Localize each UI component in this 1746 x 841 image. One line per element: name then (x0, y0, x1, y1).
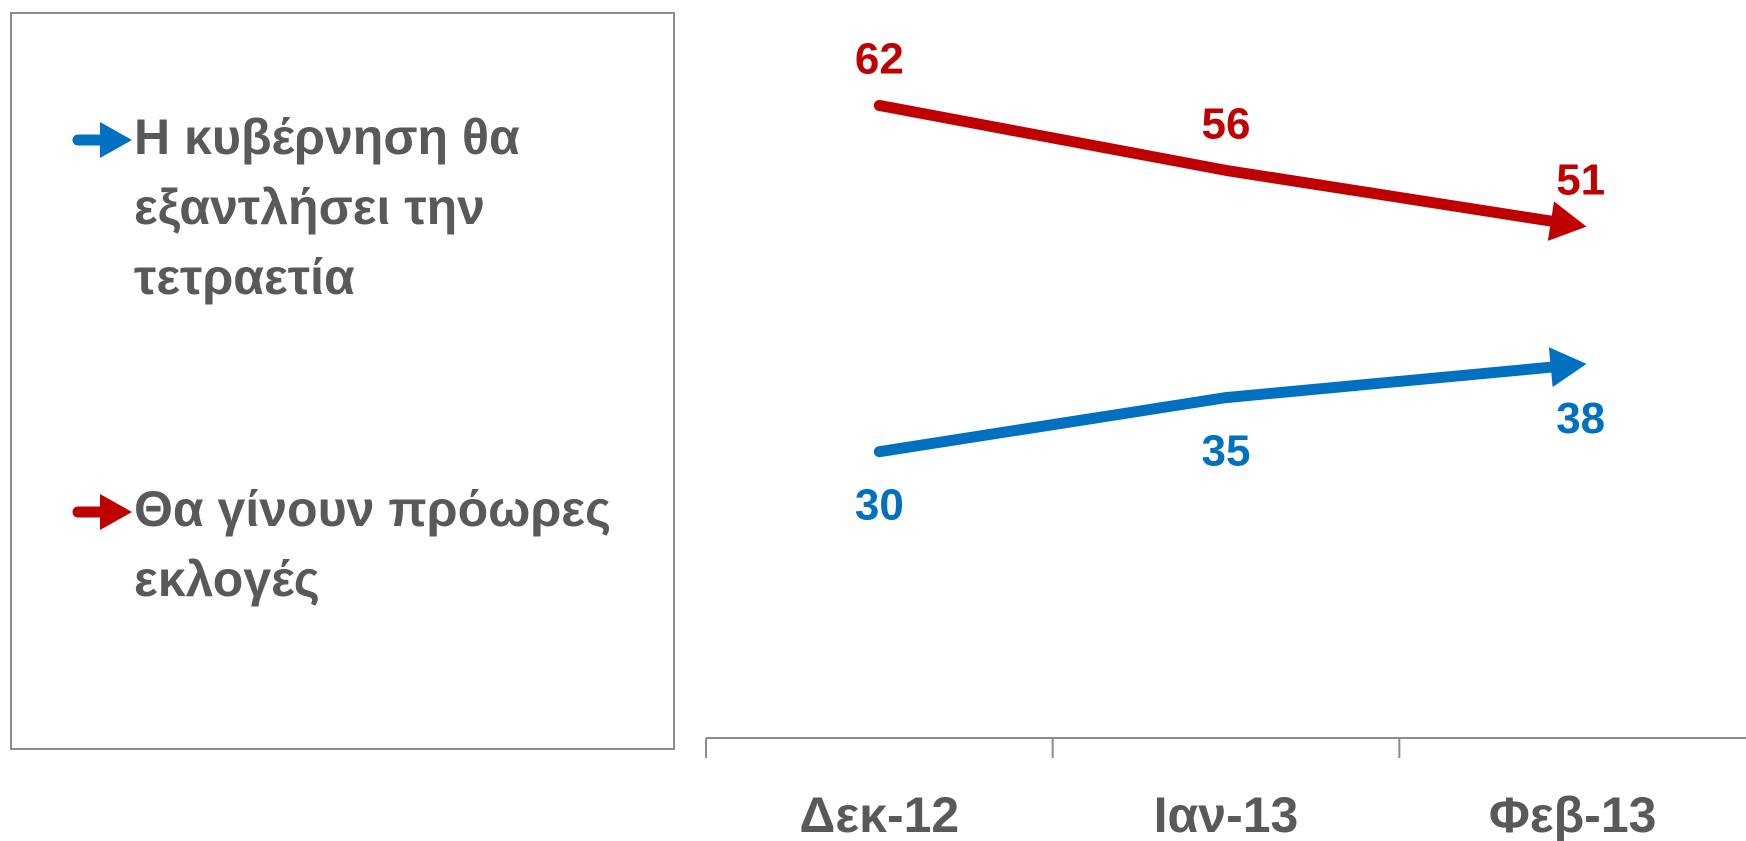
legend-entry-series-0: Η κυβέρνηση θα εξαντλήσει την τετραετία (72, 102, 572, 312)
x-tick-label: Δεκ-12 (799, 787, 959, 841)
data-label-series-0: 30 (855, 481, 904, 530)
x-tick-label: Ιαν-13 (1154, 787, 1299, 841)
x-tick-label: Φεβ-13 (1489, 787, 1657, 841)
legend-label-series-1: Θα γίνουν πρόωρες εκλογές (134, 481, 612, 607)
data-label-series-0: 35 (1202, 427, 1251, 476)
series-line-0 (873, 361, 1557, 458)
legend-label-series-0: Η κυβέρνηση θα εξαντλήσει την τετραετία (134, 109, 520, 305)
legend-entry-series-1: Θα γίνουν πρόωρες εκλογές (72, 474, 662, 614)
x-axis: Δεκ-12 Ιαν-13 Φεβ-13 (705, 737, 1746, 841)
data-label-series-1: 62 (855, 34, 904, 83)
data-label-series-0: 38 (1556, 394, 1605, 443)
red-arrow-icon (72, 494, 132, 530)
series-line-1 (873, 99, 1557, 227)
data-label-series-1: 56 (1202, 99, 1251, 148)
series-arrow-head-0 (1548, 347, 1587, 388)
series-arrow-head-1 (1547, 201, 1587, 241)
data-label-series-1: 51 (1556, 155, 1605, 204)
blue-arrow-icon (72, 122, 132, 158)
legend: Η κυβέρνηση θα εξαντλήσει την τετραετία … (10, 12, 675, 750)
series-layer (873, 99, 1587, 458)
data-labels: 30 35 38 62 56 51 (855, 34, 1605, 529)
